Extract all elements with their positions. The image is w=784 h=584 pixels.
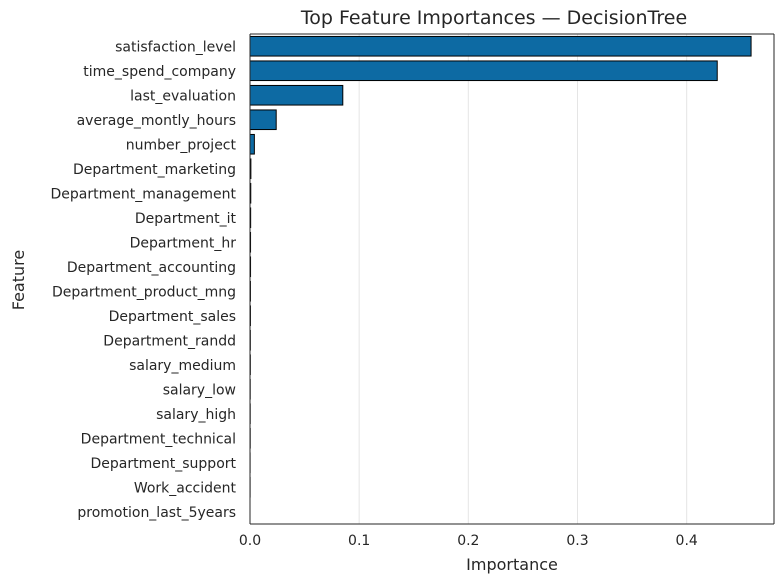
- y-tick-label: Department_it: [135, 211, 237, 227]
- bar-last_evaluation: [249, 84, 344, 106]
- y-axis-label: Feature: [9, 250, 28, 310]
- y-tick-label: Department_management: [51, 186, 237, 202]
- y-tick-label: Work_accident: [134, 480, 237, 496]
- y-tick-label: time_spend_company: [83, 64, 236, 80]
- x-tick-label: 0.4: [676, 533, 698, 549]
- bar-time_spend_company: [249, 60, 718, 82]
- y-tick-label: Department_sales: [109, 309, 236, 325]
- y-tick-label: Department_hr: [130, 235, 237, 251]
- bar-satisfaction_level: [249, 35, 752, 57]
- y-tick-label: last_evaluation: [130, 88, 236, 104]
- y-tick-label: Department_marketing: [73, 162, 236, 178]
- x-tick-labels: 0.0 0.1 0.2 0.3 0.4: [239, 533, 698, 549]
- y-tick-label: average_montly_hours: [77, 113, 236, 129]
- y-tick-label: Department_accounting: [67, 260, 236, 276]
- y-tick-label: number_project: [126, 137, 237, 153]
- grid-lines: [249, 34, 688, 524]
- y-tick-label: Department_support: [91, 456, 237, 472]
- bar-average_montly_hours: [249, 109, 277, 131]
- bars: [249, 35, 752, 498]
- chart-title: Top Feature Importances — DecisionTree: [300, 7, 687, 29]
- y-tick-label: Department_product_mng: [52, 284, 236, 300]
- x-tick-label: 0.0: [239, 533, 261, 549]
- y-tick-labels: satisfaction_level time_spend_companylast…: [51, 39, 237, 521]
- y-tick-label: salary_medium: [129, 358, 236, 374]
- y-tick-label: satisfaction_level: [115, 39, 236, 55]
- x-tick-label: 0.2: [457, 533, 479, 549]
- bar-number_project: [249, 133, 255, 155]
- x-tick-label: 0.1: [348, 533, 370, 549]
- y-tick-label: Department_randd: [103, 333, 236, 349]
- y-tick-label: salary_high: [156, 407, 236, 423]
- y-tick-label: Department_technical: [81, 431, 236, 447]
- y-tick-label: salary_low: [163, 382, 236, 398]
- y-tick-label: promotion_last_5years: [77, 505, 236, 521]
- x-axis-label: Importance: [466, 555, 558, 574]
- x-tick-label: 0.3: [566, 533, 588, 549]
